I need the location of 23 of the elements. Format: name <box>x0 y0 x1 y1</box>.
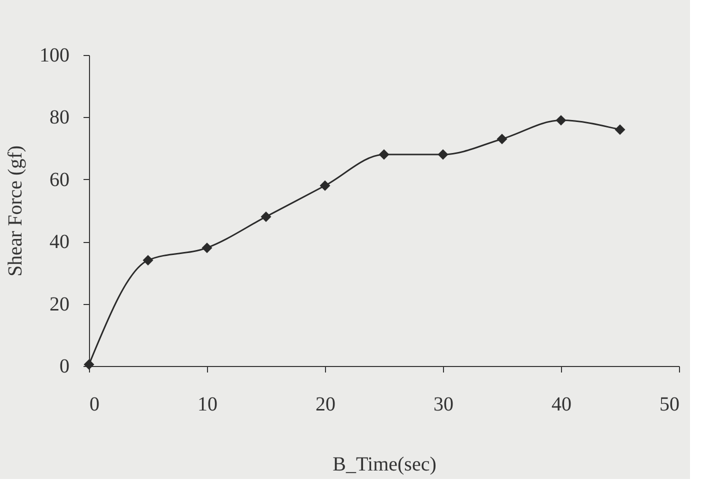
x-tick-label: 30 <box>434 394 454 416</box>
x-tick-label: 20 <box>316 394 336 416</box>
x-tick-label: 40 <box>552 394 572 416</box>
point <box>556 115 566 126</box>
y-tick-label: 0 <box>60 356 70 378</box>
y-tick-label: 20 <box>50 293 70 316</box>
point <box>378 149 390 160</box>
y-tick-label: 100 <box>40 44 70 66</box>
point <box>202 242 212 254</box>
x-tick-label: 0 <box>90 394 100 416</box>
point <box>260 211 272 222</box>
y-axis-title: Shear Force (gf) <box>4 145 26 277</box>
y-tick-label: 80 <box>50 106 70 129</box>
point <box>496 134 508 144</box>
x-axis-title: B_Time(sec) <box>332 454 436 476</box>
point <box>614 124 626 135</box>
y-tick-label: 60 <box>50 168 70 191</box>
y-tick-label: 40 <box>50 231 70 254</box>
point <box>320 180 330 191</box>
x-tick-label: 50 <box>660 394 680 416</box>
x-tick-label: 10 <box>198 394 218 416</box>
point <box>142 255 154 266</box>
point <box>438 149 448 160</box>
